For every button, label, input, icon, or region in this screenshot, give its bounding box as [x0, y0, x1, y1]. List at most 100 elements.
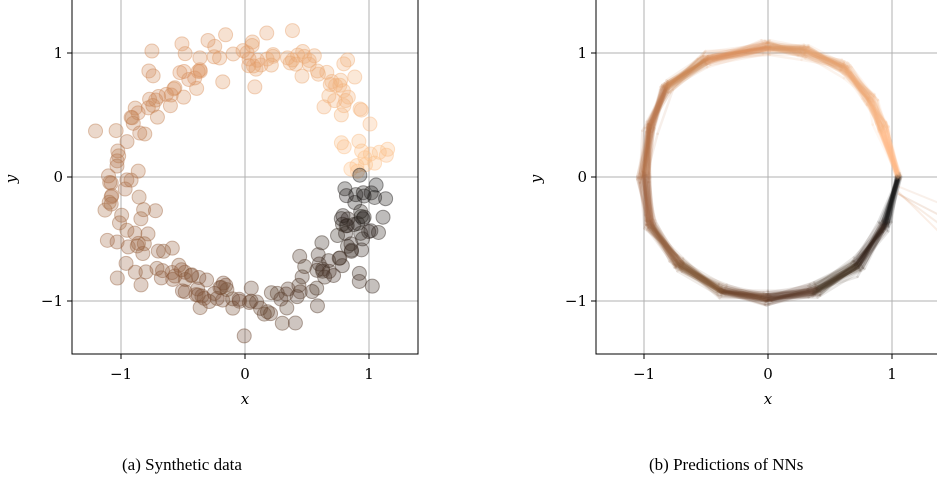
prediction-curve-segment: [765, 42, 808, 51]
prediction-curve-segment: [680, 259, 718, 290]
prediction-curve-segment: [650, 222, 683, 265]
prediction-curve-segment: [869, 96, 880, 124]
prediction-curve-segment: [844, 65, 869, 104]
panel-b-xtick-label: 0: [763, 365, 773, 383]
prediction-curve-segment: [812, 261, 856, 296]
scatter-point: [127, 225, 143, 241]
prediction-curve-segment: [768, 39, 810, 49]
prediction-curve-segment: [640, 123, 650, 179]
prediction-curve-segment: [877, 120, 899, 180]
prediction-curve-segment: [762, 290, 816, 301]
prediction-curve-segment: [866, 96, 884, 134]
prediction-curve-segment: [651, 218, 678, 262]
scatter-point: [333, 211, 349, 227]
prediction-curve-segment: [883, 175, 898, 222]
prediction-curve-segment: [673, 262, 723, 294]
prediction-curve-segment: [705, 45, 771, 60]
prediction-curve-segment: [696, 46, 770, 61]
prediction-curve-segment: [804, 52, 850, 68]
prediction-curve-segment: [646, 226, 684, 268]
prediction-curve-segment: [853, 227, 884, 271]
scatter-point: [244, 37, 260, 53]
prediction-curve-segment: [882, 175, 899, 230]
scatter-point: [192, 63, 208, 79]
prediction-curve-segment: [852, 222, 887, 259]
prediction-curve-segment: [643, 175, 649, 221]
prediction-curve-segment: [665, 58, 708, 88]
prediction-curve: [642, 47, 899, 301]
prediction-curve: [642, 44, 901, 299]
prediction-curve-segment: [648, 225, 685, 265]
prediction-curve-segment: [807, 49, 849, 69]
prediction-curve-segment: [857, 229, 889, 268]
prediction-curve-segment: [881, 124, 899, 180]
scatter-point: [136, 236, 152, 252]
prediction-curve-segment: [765, 281, 816, 299]
prediction-curve-segment: [706, 45, 765, 60]
scatter-point: [282, 55, 298, 71]
prediction-curve-segment: [815, 261, 860, 290]
prediction-curve-segment: [643, 125, 650, 178]
prediction-curve-segment: [802, 48, 844, 75]
scatter-point: [321, 253, 337, 269]
prediction-curve-segment: [814, 267, 861, 296]
prediction-curve-segment: [766, 287, 818, 302]
scatter-point: [163, 87, 179, 103]
prediction-curve-segment: [804, 48, 847, 72]
prediction-curve-segment: [650, 85, 668, 131]
prediction-curve-segment: [842, 64, 872, 104]
prediction-curve-segment: [801, 46, 846, 67]
prediction-curve: [643, 45, 900, 307]
prediction-curve-segment: [815, 267, 857, 291]
prediction-curve-segment: [703, 41, 769, 62]
prediction-curve-segment: [819, 263, 860, 296]
prediction-curve-segment: [643, 171, 658, 225]
prediction-curve-segment: [701, 47, 766, 58]
prediction-curve-segment: [678, 260, 724, 294]
prediction-curve-segment: [663, 55, 705, 90]
scatter-point: [149, 260, 165, 276]
scatter-point: [127, 100, 143, 116]
prediction-curve-segment: [649, 85, 668, 127]
prediction-curve-segment: [716, 288, 770, 302]
prediction-curve-segment: [886, 175, 901, 221]
prediction-curve: [646, 38, 902, 300]
prediction-curve-segment: [843, 60, 871, 103]
prediction-curve-segment: [767, 45, 805, 49]
prediction-curve: [647, 45, 900, 299]
prediction-curve-segment: [640, 122, 651, 180]
prediction-curve-segment: [720, 290, 770, 302]
prediction-curve-segment: [699, 47, 772, 67]
prediction-curve-segment: [802, 45, 849, 71]
prediction-curve-segment: [884, 175, 898, 227]
prediction-curve-segment: [680, 260, 723, 292]
panel-a-xtick-label: −1: [110, 365, 132, 383]
prediction-curve-segment: [721, 292, 770, 296]
scatter-point: [241, 51, 257, 67]
prediction-curve-segment: [767, 42, 810, 49]
prediction-curve-segment: [716, 289, 771, 296]
scatter-point: [131, 189, 147, 205]
prediction-curve-segment: [653, 219, 684, 274]
scatter-point: [310, 247, 326, 263]
scatter-point: [225, 46, 241, 62]
prediction-curve-segment: [883, 174, 899, 231]
prediction-curve-segment: [869, 92, 888, 124]
prediction-curve-segment: [868, 93, 888, 129]
prediction-curve-segment: [674, 263, 728, 286]
prediction-curve-segment: [717, 285, 766, 299]
prediction-curve-segment: [877, 123, 899, 177]
prediction-curve-segment: [799, 51, 845, 66]
prediction-curve-segment: [766, 292, 822, 302]
prediction-curve-segment: [719, 292, 768, 303]
scatter-point: [136, 202, 152, 218]
scatter-point: [243, 280, 259, 296]
scatter-point: [263, 285, 279, 301]
scatter-point: [309, 298, 325, 314]
prediction-curve-segment: [770, 293, 814, 303]
scatter-point: [292, 284, 308, 300]
prediction-curve-segment: [802, 47, 841, 72]
prediction-curve-segment: [769, 286, 817, 301]
prediction-curve-segment: [720, 286, 763, 299]
prediction-curve-segment: [676, 261, 722, 294]
